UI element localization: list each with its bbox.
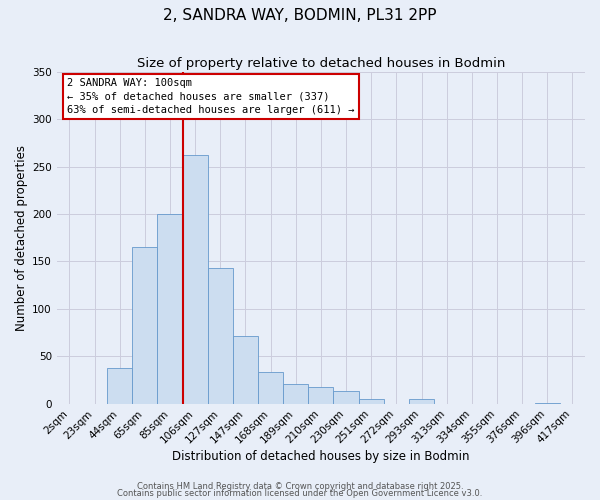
Bar [233,336,258,404]
Text: Contains public sector information licensed under the Open Government Licence v3: Contains public sector information licen… [118,490,482,498]
Title: Size of property relative to detached houses in Bodmin: Size of property relative to detached ho… [137,58,505,70]
X-axis label: Distribution of detached houses by size in Bodmin: Distribution of detached houses by size … [172,450,470,462]
Bar [283,384,308,404]
Text: 2 SANDRA WAY: 100sqm
← 35% of detached houses are smaller (337)
63% of semi-deta: 2 SANDRA WAY: 100sqm ← 35% of detached h… [67,78,355,114]
Text: Contains HM Land Registry data © Crown copyright and database right 2025.: Contains HM Land Registry data © Crown c… [137,482,463,491]
Bar [258,372,283,404]
Bar [334,392,359,404]
Bar [535,402,560,404]
Y-axis label: Number of detached properties: Number of detached properties [15,144,28,330]
Text: 2, SANDRA WAY, BODMIN, PL31 2PP: 2, SANDRA WAY, BODMIN, PL31 2PP [163,8,437,22]
Bar [359,399,384,404]
Bar [308,388,334,404]
Bar [157,214,182,404]
Bar [409,399,434,404]
Bar [132,247,157,404]
Bar [107,368,132,404]
Bar [182,155,208,404]
Bar [208,268,233,404]
